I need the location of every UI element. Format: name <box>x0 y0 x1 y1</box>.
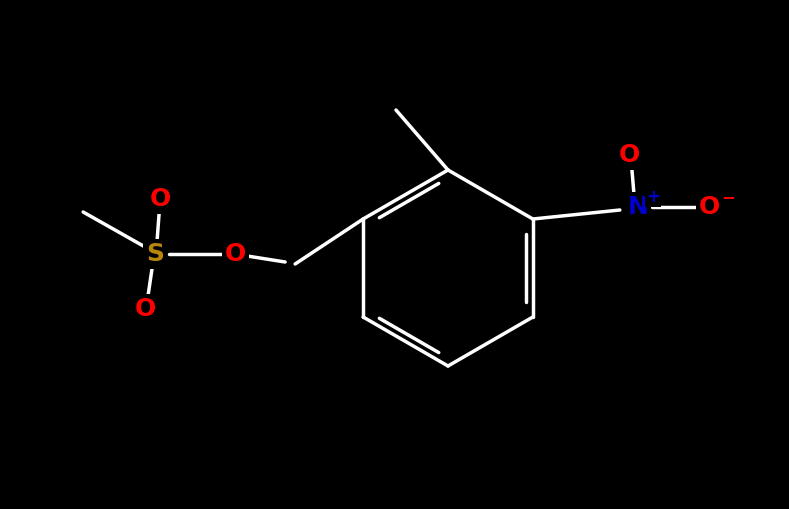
Text: O: O <box>134 297 155 321</box>
Text: −: − <box>721 188 735 206</box>
Text: S: S <box>146 242 164 266</box>
Text: O: O <box>699 195 720 219</box>
Text: N: N <box>627 195 649 219</box>
Text: +: + <box>646 188 660 206</box>
Text: O: O <box>149 187 170 211</box>
Text: O: O <box>225 242 245 266</box>
Text: O: O <box>619 143 641 167</box>
